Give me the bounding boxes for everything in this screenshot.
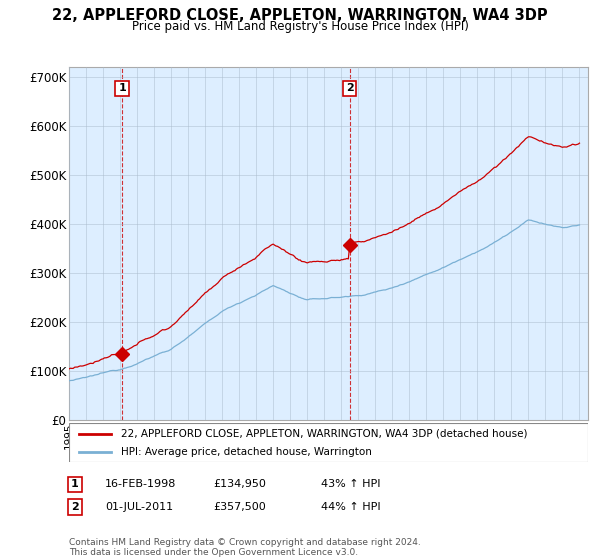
FancyBboxPatch shape [69, 423, 588, 462]
Text: HPI: Average price, detached house, Warrington: HPI: Average price, detached house, Warr… [121, 447, 372, 457]
Text: 2: 2 [71, 502, 79, 512]
Text: 1: 1 [118, 83, 126, 94]
Text: 01-JUL-2011: 01-JUL-2011 [105, 502, 173, 512]
Text: 22, APPLEFORD CLOSE, APPLETON, WARRINGTON, WA4 3DP: 22, APPLEFORD CLOSE, APPLETON, WARRINGTO… [52, 8, 548, 24]
Text: 1: 1 [71, 479, 79, 489]
Text: 16-FEB-1998: 16-FEB-1998 [105, 479, 176, 489]
Text: £357,500: £357,500 [213, 502, 266, 512]
Text: 44% ↑ HPI: 44% ↑ HPI [321, 502, 380, 512]
Text: £134,950: £134,950 [213, 479, 266, 489]
Text: Price paid vs. HM Land Registry's House Price Index (HPI): Price paid vs. HM Land Registry's House … [131, 20, 469, 32]
Text: 22, APPLEFORD CLOSE, APPLETON, WARRINGTON, WA4 3DP (detached house): 22, APPLEFORD CLOSE, APPLETON, WARRINGTO… [121, 429, 527, 439]
Text: 2: 2 [346, 83, 353, 94]
Text: 43% ↑ HPI: 43% ↑ HPI [321, 479, 380, 489]
Text: Contains HM Land Registry data © Crown copyright and database right 2024.
This d: Contains HM Land Registry data © Crown c… [69, 538, 421, 557]
